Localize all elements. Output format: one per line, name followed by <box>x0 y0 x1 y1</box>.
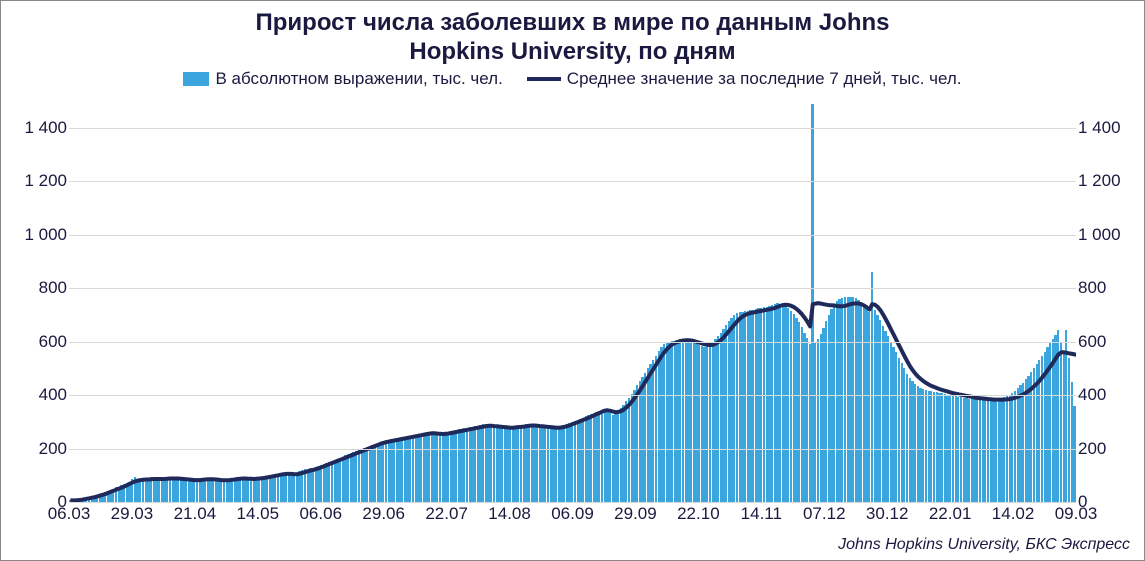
plot-area: 02004006008001 0001 2001 400 02004006008… <box>69 101 1076 502</box>
xtick: 07.12 <box>803 504 846 524</box>
title-line-2: Hopkins University, по дням <box>409 38 735 65</box>
xtick: 29.03 <box>111 504 154 524</box>
ytick-right: 600 <box>1078 332 1106 352</box>
legend-item-bar: В абсолютном выражении, тыс. чел. <box>183 69 502 89</box>
gridline <box>69 181 1076 182</box>
gridline <box>69 342 1076 343</box>
xtick: 30.12 <box>866 504 909 524</box>
avg-line <box>69 101 1076 502</box>
xtick: 14.02 <box>992 504 1035 524</box>
xtick: 06.03 <box>48 504 91 524</box>
y-axis-left: 02004006008001 0001 2001 400 <box>7 101 67 502</box>
ytick-right: 400 <box>1078 385 1106 405</box>
gridline <box>69 288 1076 289</box>
ytick-left: 600 <box>39 332 67 352</box>
legend-swatch-line <box>527 77 561 81</box>
gridline <box>69 235 1076 236</box>
xtick: 29.09 <box>614 504 657 524</box>
xtick: 22.10 <box>677 504 720 524</box>
ytick-right: 800 <box>1078 278 1106 298</box>
ytick-left: 1 200 <box>24 171 67 191</box>
gridline <box>69 502 1076 503</box>
legend-label-bar: В абсолютном выражении, тыс. чел. <box>215 69 502 89</box>
x-axis: 06.0329.0321.0414.0506.0629.0622.0714.08… <box>69 504 1076 526</box>
gridline <box>69 449 1076 450</box>
legend-swatch-bar <box>183 72 209 86</box>
avg-line-path <box>70 303 1076 500</box>
xtick: 14.05 <box>237 504 280 524</box>
ytick-left: 1 000 <box>24 225 67 245</box>
xtick: 14.08 <box>488 504 531 524</box>
ytick-left: 400 <box>39 385 67 405</box>
xtick: 06.06 <box>299 504 342 524</box>
legend-label-line: Среднее значение за последние 7 дней, ты… <box>567 69 962 89</box>
xtick: 22.07 <box>425 504 468 524</box>
ytick-right: 1 200 <box>1078 171 1121 191</box>
chart-frame: Прирост числа заболевших в мире по данны… <box>0 0 1145 561</box>
plot <box>69 101 1076 502</box>
xtick: 29.06 <box>362 504 405 524</box>
ytick-right: 1 400 <box>1078 118 1121 138</box>
xtick: 06.09 <box>551 504 594 524</box>
xtick: 09.03 <box>1055 504 1098 524</box>
chart-title: Прирост числа заболевших в мире по данны… <box>1 1 1144 69</box>
xtick: 21.04 <box>174 504 217 524</box>
ytick-left: 200 <box>39 439 67 459</box>
title-line-1: Прирост числа заболевших в мире по данны… <box>256 9 890 36</box>
gridline <box>69 395 1076 396</box>
ytick-right: 200 <box>1078 439 1106 459</box>
legend-item-line: Среднее значение за последние 7 дней, ты… <box>527 69 962 89</box>
gridline <box>69 128 1076 129</box>
y-axis-right: 02004006008001 0001 2001 400 <box>1078 101 1138 502</box>
ytick-right: 1 000 <box>1078 225 1121 245</box>
xtick: 22.01 <box>929 504 972 524</box>
ytick-left: 1 400 <box>24 118 67 138</box>
source-credit: Johns Hopkins University, БКС Экспресс <box>838 536 1130 554</box>
ytick-left: 800 <box>39 278 67 298</box>
xtick: 14.11 <box>741 504 782 524</box>
legend: В абсолютном выражении, тыс. чел. Средне… <box>1 69 1144 93</box>
